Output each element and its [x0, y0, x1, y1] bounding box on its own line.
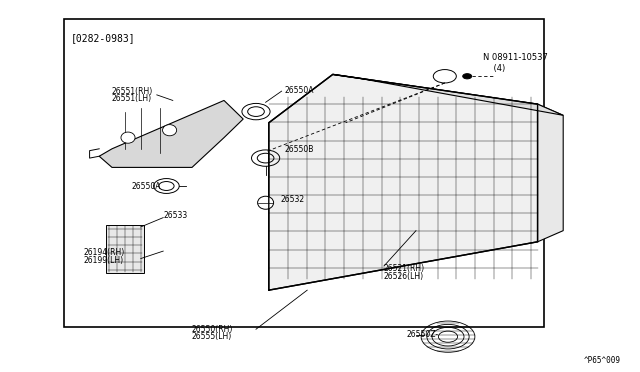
Text: 26194(RH): 26194(RH)	[83, 248, 124, 257]
Text: 26550A: 26550A	[285, 86, 314, 94]
Ellipse shape	[257, 196, 274, 209]
Text: 26555(LH): 26555(LH)	[192, 332, 232, 341]
Circle shape	[463, 74, 472, 79]
Text: 26550Z-: 26550Z-	[406, 330, 438, 339]
Polygon shape	[333, 74, 563, 115]
Text: 26551(LH): 26551(LH)	[112, 94, 152, 103]
Text: 26521(RH): 26521(RH)	[384, 264, 425, 273]
Text: 26526(LH): 26526(LH)	[384, 272, 424, 280]
Text: 26533: 26533	[163, 211, 188, 220]
Text: 26550(RH): 26550(RH)	[192, 325, 234, 334]
Polygon shape	[106, 225, 144, 273]
Polygon shape	[538, 104, 563, 242]
Text: 26199(LH): 26199(LH)	[83, 256, 124, 265]
Text: 26551(RH): 26551(RH)	[112, 87, 153, 96]
Text: N 08911-10537
    (4): N 08911-10537 (4)	[483, 53, 548, 73]
Text: [0282-0983]: [0282-0983]	[70, 33, 135, 44]
Text: 26550A: 26550A	[131, 182, 161, 190]
Text: 26532: 26532	[280, 195, 305, 203]
Polygon shape	[269, 74, 538, 290]
Text: 26550B: 26550B	[285, 145, 314, 154]
Text: ^P65^009: ^P65^009	[584, 356, 621, 365]
Polygon shape	[99, 100, 243, 167]
Ellipse shape	[163, 125, 177, 136]
Ellipse shape	[121, 132, 135, 143]
